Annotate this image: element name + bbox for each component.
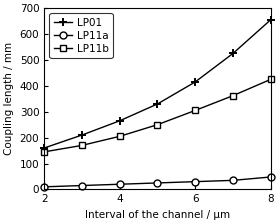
Line: LP11b: LP11b — [41, 76, 274, 155]
LP01 — [80, 134, 84, 136]
LP11a — [231, 179, 235, 182]
LP11b — [156, 123, 159, 126]
LP01 — [194, 81, 197, 83]
X-axis label: Interval of the channel / μm: Interval of the channel / μm — [85, 210, 230, 220]
LP01 — [231, 52, 235, 55]
LP11b — [80, 144, 84, 147]
LP11b — [231, 94, 235, 97]
LP11a — [118, 183, 121, 185]
Y-axis label: Coupling length / mm: Coupling length / mm — [4, 42, 14, 155]
LP01 — [156, 103, 159, 105]
LP11b — [42, 151, 46, 153]
LP11b — [269, 78, 272, 81]
Line: LP11a: LP11a — [41, 174, 274, 190]
LP11a — [269, 176, 272, 178]
LP01 — [269, 18, 272, 21]
Legend: LP01, LP11a, LP11b: LP01, LP11a, LP11b — [49, 13, 112, 58]
LP11b — [118, 135, 121, 138]
LP01 — [42, 147, 46, 149]
LP11a — [194, 180, 197, 183]
Line: LP01: LP01 — [40, 16, 275, 152]
LP01 — [118, 119, 121, 122]
LP11a — [156, 182, 159, 184]
LP11b — [194, 109, 197, 112]
LP11a — [80, 184, 84, 187]
LP11a — [42, 185, 46, 188]
